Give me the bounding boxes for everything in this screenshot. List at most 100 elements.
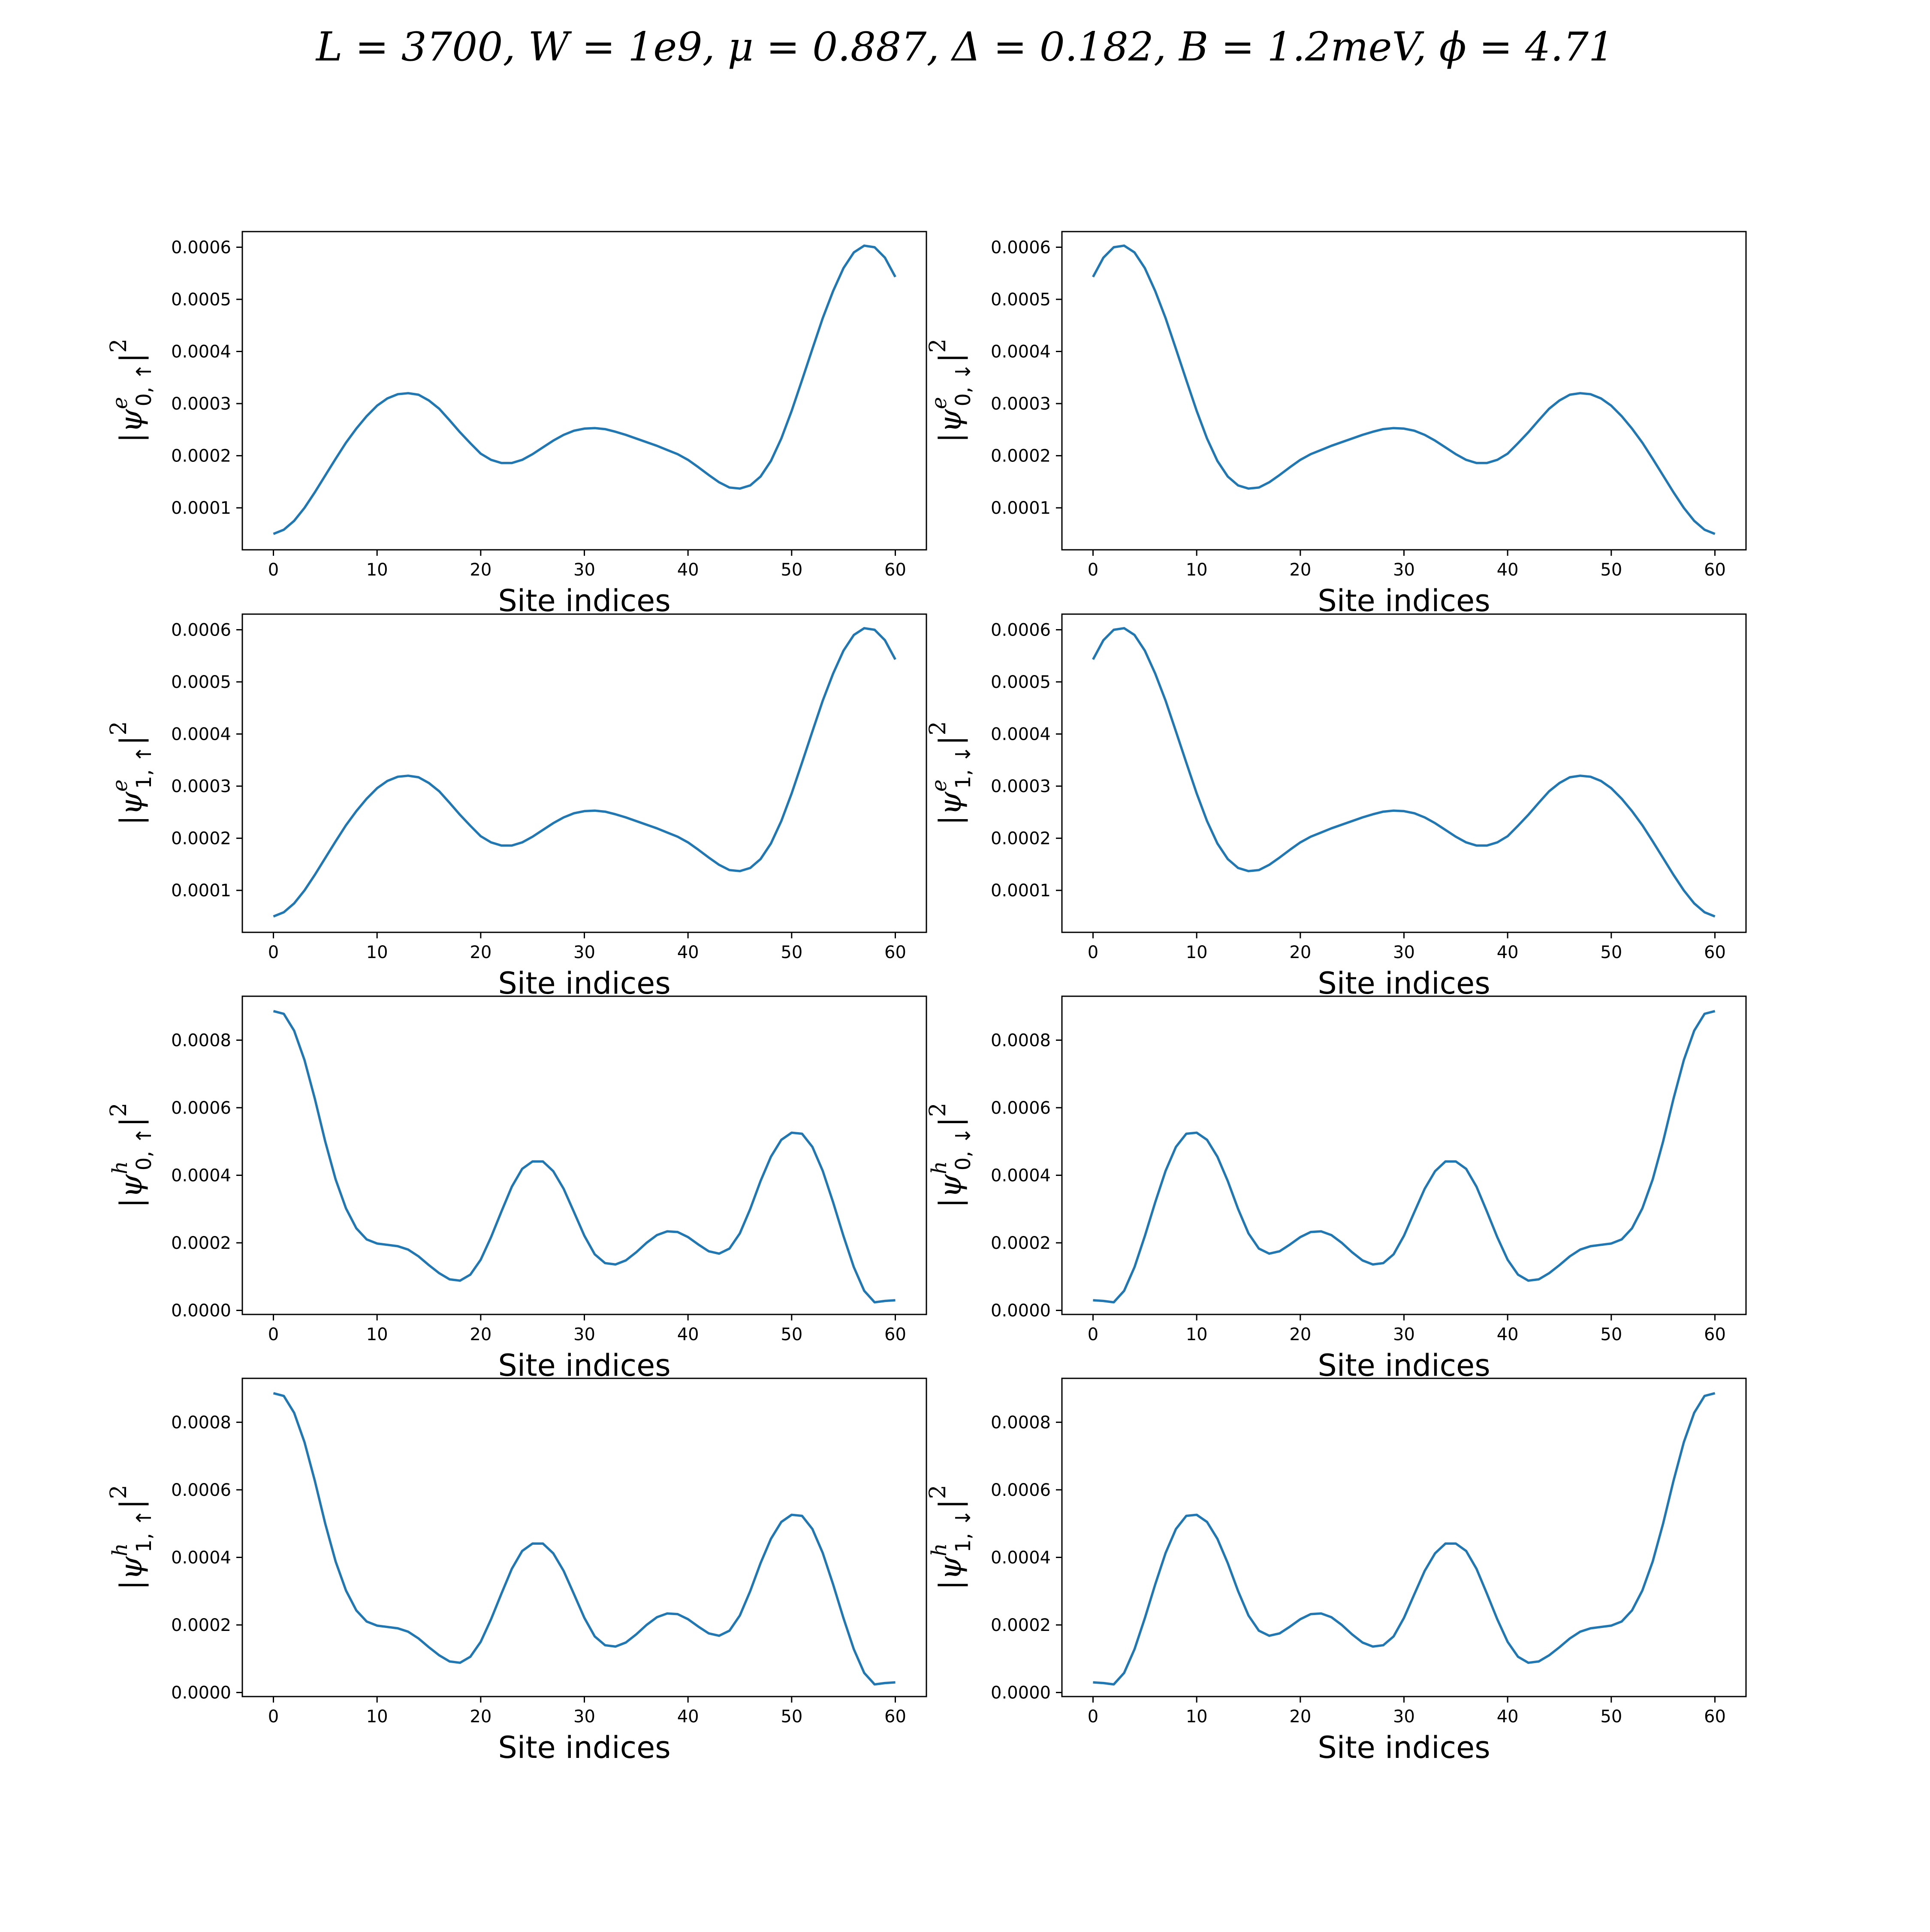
x-tick-label: 10	[366, 560, 388, 580]
x-tick-label: 30	[1393, 1325, 1415, 1344]
y-label-part: h	[927, 1543, 951, 1556]
y-tick-label: 0.0002	[991, 829, 1051, 849]
axes-frame	[241, 1377, 927, 1697]
x-tick-label: 0	[1088, 1707, 1098, 1727]
x-tick-label: 0	[1088, 560, 1098, 580]
y-tick-label: 0.0004	[991, 1548, 1051, 1567]
y-label-part: 2	[106, 339, 132, 353]
y-label-part: 2	[106, 1485, 132, 1499]
y-label-part: |	[114, 735, 149, 746]
x-tick-label: 30	[1393, 560, 1415, 580]
x-tick-label: 10	[366, 943, 388, 962]
y-tick-label: 0.0002	[991, 446, 1051, 466]
subplot-electron-spin-up-state-1: 0 10 20 30 40 50 60 0.0001 0.0002 0.0003 0.0004 0.0…	[106, 613, 927, 1001]
y-axis-label: |ψe0, ↑|2	[106, 339, 156, 443]
x-axis-label: Site indices	[1318, 1730, 1490, 1765]
y-tick-label: 0.0003	[991, 777, 1051, 796]
y-tick-label: 0.0008	[171, 1031, 231, 1050]
x-tick-label: 40	[677, 560, 699, 580]
x-tick-label: 40	[677, 943, 699, 962]
y-tick-label: 0.0006	[991, 238, 1051, 257]
x-tick-label: 50	[1600, 560, 1622, 580]
y-tick-label: 0.0002	[171, 829, 231, 849]
x-tick-label: 20	[470, 560, 492, 580]
y-label-part: e	[108, 397, 132, 409]
x-tick-label: 60	[1704, 1707, 1726, 1727]
y-tick-label: 0.0004	[991, 1166, 1051, 1185]
y-label-part: ψ	[114, 409, 149, 433]
y-tick-label: 0.0008	[991, 1413, 1051, 1432]
x-tick-label: 60	[884, 1707, 906, 1727]
y-axis-label: |ψh0, ↑|2	[106, 1103, 156, 1208]
y-label-part: ψ	[933, 791, 968, 815]
y-label-part: ψ	[933, 409, 968, 433]
y-axis-label: |ψh0, ↓|2	[925, 1103, 975, 1208]
axes-frame	[241, 613, 927, 933]
x-tick-label: 30	[1393, 943, 1415, 962]
y-label-part: ψ	[933, 1556, 968, 1580]
x-tick-label: 30	[573, 560, 595, 580]
axes-frame	[1061, 1377, 1747, 1697]
x-tick-label: 50	[781, 1707, 802, 1727]
y-label-part: e	[927, 397, 951, 409]
x-axis-label: Site indices	[1318, 966, 1490, 1001]
x-tick-label: 10	[1186, 1707, 1208, 1727]
y-label-part: 2	[925, 1485, 951, 1499]
y-label-part: |	[933, 815, 968, 826]
y-tick-label: 0.0000	[991, 1301, 1051, 1321]
x-tick-label: 10	[366, 1325, 388, 1344]
y-label-part: |	[114, 353, 149, 363]
x-tick-label: 0	[1088, 943, 1098, 962]
x-tick-label: 50	[781, 560, 802, 580]
y-label-part: |	[114, 1580, 149, 1590]
y-label-part: |	[933, 1499, 968, 1509]
x-tick-label: 0	[1088, 1325, 1098, 1344]
series-line	[1093, 1392, 1716, 1686]
axes-frame	[241, 231, 927, 551]
x-tick-label: 20	[470, 1707, 492, 1727]
y-label-part: 1, ↑	[132, 1509, 156, 1552]
y-tick-label: 0.0005	[991, 672, 1051, 692]
y-label-part: 2	[925, 1103, 951, 1117]
y-tick-label: 0.0004	[171, 1166, 231, 1185]
x-tick-label: 0	[268, 560, 279, 580]
y-axis-label: |ψh1, ↑|2	[106, 1485, 156, 1590]
series-line	[273, 1392, 896, 1686]
y-tick-label: 0.0003	[171, 777, 231, 796]
y-tick-label: 0.0005	[991, 290, 1051, 310]
x-axis-label: Site indices	[1318, 583, 1490, 618]
y-label-part: 0, ↑	[132, 1127, 156, 1170]
axes-frame	[241, 995, 927, 1315]
y-label-part: 1, ↑	[132, 745, 156, 789]
subplot-hole-spin-down-state-1: 0 10 20 30 40 50 60 0.0000 0.0002 0.0004 0.0006 0.0…	[925, 1377, 1747, 1765]
x-tick-label: 10	[1186, 943, 1208, 962]
y-label-part: |	[114, 1499, 149, 1509]
x-tick-label: 20	[1289, 943, 1311, 962]
y-tick-label: 0.0002	[171, 1616, 231, 1635]
y-tick-label: 0.0004	[991, 725, 1051, 744]
x-tick-label: 40	[1497, 560, 1519, 580]
y-tick-label: 0.0002	[991, 1616, 1051, 1635]
y-label-part: e	[108, 780, 132, 792]
y-label-part: h	[108, 1161, 132, 1174]
y-tick-label: 0.0003	[991, 394, 1051, 414]
y-tick-label: 0.0005	[171, 672, 231, 692]
subplot-hole-spin-up-state-1: 0 10 20 30 40 50 60 0.0000 0.0002 0.0004 0.0006 0.0…	[106, 1377, 927, 1765]
y-tick-label: 0.0002	[171, 446, 231, 466]
y-label-part: |	[114, 1198, 149, 1208]
y-label-part: 0, ↑	[132, 363, 156, 406]
series-line	[1093, 1010, 1716, 1304]
x-axis-label: Site indices	[498, 583, 670, 618]
y-label-part: h	[108, 1543, 132, 1556]
figure-title: L = 3700, W = 1e9, μ = 0.887, Δ = 0.182,…	[316, 24, 1614, 70]
x-tick-label: 40	[1497, 1707, 1519, 1727]
x-tick-label: 60	[1704, 943, 1726, 962]
y-label-part: ψ	[114, 1556, 149, 1580]
series-line	[273, 627, 896, 918]
y-axis-label: |ψe1, ↓|2	[925, 721, 975, 826]
y-label-part: 2	[106, 1103, 132, 1117]
x-tick-label: 50	[1600, 1325, 1622, 1344]
y-tick-label: 0.0001	[991, 881, 1051, 901]
